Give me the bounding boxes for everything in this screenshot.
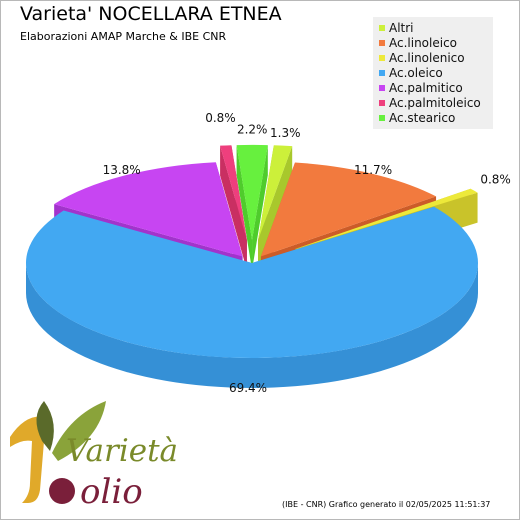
chart-subtitle: Elaborazioni AMAP Marche & IBE CNR [20,30,227,43]
pie-label-altri: 1.3% [270,126,301,140]
legend-label-altri: Altri [389,21,414,35]
legend-label-ac-linoleico: Ac.linoleico [389,36,458,50]
pie-label-ac-linolenico: 0.8% [480,173,511,187]
pie-slice-ac-palmitoleico[interactable] [220,145,247,240]
pie-label-ac-palmitoleico: 0.8% [205,111,236,125]
logo-olive [49,478,75,504]
legend-swatch-ac-linolenico [379,55,385,61]
pie-slice-ac-stearico[interactable] [236,144,268,240]
chart-title: Varieta' NOCELLARA ETNEA [20,3,282,25]
pie-wall-altri-end [258,146,293,271]
logo-word-varieta: Varietà [66,433,178,469]
pie-wall-ac-stearico-end [252,145,268,270]
legend-label-ac-linolenico: Ac.linolenico [389,51,465,65]
legend-swatch-ac-palmitoleico [379,100,385,106]
pie-side-ac-oleico [26,263,478,388]
pie-label-ac-linoleico: 11.7% [354,163,392,177]
legend-label-ac-oleico: Ac.oleico [389,66,443,80]
legend-swatch-altri [379,25,385,31]
pie-label-ac-palmitico: 13.8% [103,163,141,177]
legend-swatch-ac-oleico [379,70,385,76]
pie-wall-ac-palmitoleico-start [220,145,247,270]
pie-slice-ac-linolenico[interactable] [295,188,478,249]
chart-legend: Altri Ac.linoleico Ac.linolenico Ac.oleico A… [373,17,493,129]
logo-numeral-shape [10,416,46,503]
pie-wall-ac-stearico-start [236,145,253,270]
legend-label-ac-stearico: Ac.stearico [389,111,456,125]
legend-label-ac-palmitico: Ac.palmitico [389,81,463,95]
legend-swatch-ac-stearico [379,115,385,121]
pie-slice-ac-palmitico[interactable] [54,162,243,257]
logo-leaf-dark [36,401,54,451]
varieta-olio-logo: Varietà olio [10,401,178,512]
chart-footer: (IBE - CNR) Grafico generato il 02/05/20… [282,500,491,509]
pie-slice-ac-linoleico[interactable] [260,162,437,257]
pie-slice-ac-oleico[interactable] [25,206,478,358]
logo-word-olio: olio [80,472,143,512]
pie-label-ac-stearico: 2.2% [237,122,268,136]
logo-leaf-light [52,401,106,461]
pie-label-ac-oleico: 69.4% [229,381,267,395]
pie-slice-altri[interactable] [258,145,293,241]
legend-swatch-ac-linoleico [379,40,385,46]
legend-swatch-ac-palmitico [379,85,385,91]
legend-label-ac-palmitoleico: Ac.palmitoleico [389,96,481,110]
